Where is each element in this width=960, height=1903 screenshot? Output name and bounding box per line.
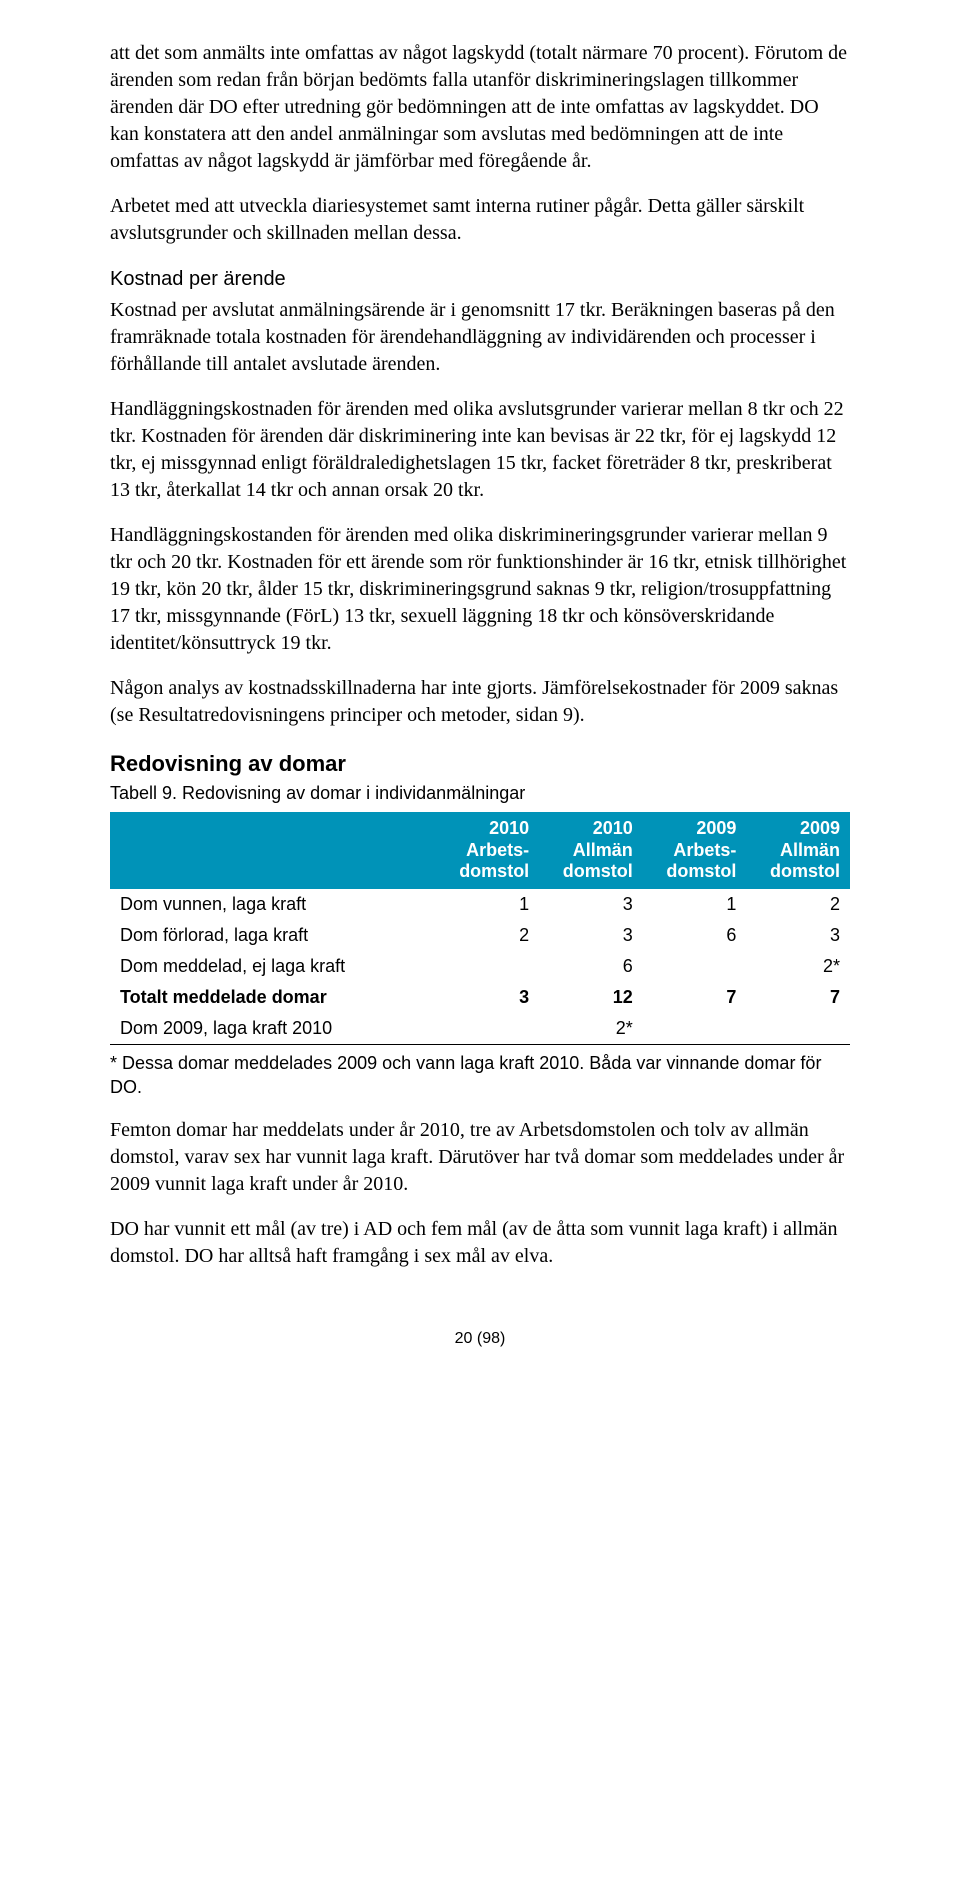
body-paragraph: Någon analys av kostnadsskillnaderna har…	[110, 675, 850, 729]
table-header-cell: 2010Allmändomstol	[539, 812, 643, 889]
table-cell: 7	[746, 982, 850, 1013]
table-cell: Dom meddelad, ej laga kraft	[110, 951, 436, 982]
body-paragraph: Arbetet med att utveckla diariesystemet …	[110, 193, 850, 247]
table-cell: Dom vunnen, laga kraft	[110, 889, 436, 920]
table-header: 2010Arbets-domstol 2010Allmändomstol 200…	[110, 812, 850, 889]
table-cell	[436, 1013, 540, 1045]
table-footnote: * Dessa domar meddelades 2009 och vann l…	[110, 1051, 850, 1100]
document-page: att det som anmälts inte omfattas av någ…	[0, 0, 960, 1408]
table-header-cell: 2009Arbets-domstol	[643, 812, 747, 889]
table-row: Dom meddelad, ej laga kraft 6 2*	[110, 951, 850, 982]
body-paragraph: Handläggningskostnaden för ärenden med o…	[110, 396, 850, 504]
table-header-cell: 2009Allmändomstol	[746, 812, 850, 889]
table-cell: 12	[539, 982, 643, 1013]
table-cell	[643, 1013, 747, 1045]
body-paragraph: att det som anmälts inte omfattas av någ…	[110, 40, 850, 175]
body-paragraph: DO har vunnit ett mål (av tre) i AD och …	[110, 1216, 850, 1270]
table-cell: 6	[643, 920, 747, 951]
table-header-cell	[110, 812, 436, 889]
table-header-cell: 2010Arbets-domstol	[436, 812, 540, 889]
table-cell: Dom förlorad, laga kraft	[110, 920, 436, 951]
table-cell	[643, 951, 747, 982]
table-caption: Tabell 9. Redovisning av domar i individ…	[110, 783, 850, 804]
table-cell: 3	[539, 889, 643, 920]
section-heading-redovisning: Redovisning av domar	[110, 751, 850, 777]
table-cell: 7	[643, 982, 747, 1013]
page-number: 20 (98)	[110, 1330, 850, 1348]
table-cell: 2	[436, 920, 540, 951]
subheading-kostnad: Kostnad per ärende	[110, 265, 850, 293]
table-cell: 3	[436, 982, 540, 1013]
table-cell: 2*	[539, 1013, 643, 1045]
table-cell: 2	[746, 889, 850, 920]
table-cell: 1	[436, 889, 540, 920]
table-cell: 2*	[746, 951, 850, 982]
table-cell: 1	[643, 889, 747, 920]
table-body: Dom vunnen, laga kraft 1 3 1 2 Dom förlo…	[110, 889, 850, 1045]
table-cell: 3	[539, 920, 643, 951]
table-row: Dom vunnen, laga kraft 1 3 1 2	[110, 889, 850, 920]
table-cell: Totalt meddelade domar	[110, 982, 436, 1013]
table-cell: 6	[539, 951, 643, 982]
table-row: Dom 2009, laga kraft 2010 2*	[110, 1013, 850, 1045]
table-row: Dom förlorad, laga kraft 2 3 6 3	[110, 920, 850, 951]
table-cell	[746, 1013, 850, 1045]
body-paragraph: Femton domar har meddelats under år 2010…	[110, 1117, 850, 1198]
table-row-total: Totalt meddelade domar 3 12 7 7	[110, 982, 850, 1013]
table-cell	[436, 951, 540, 982]
table-cell: Dom 2009, laga kraft 2010	[110, 1013, 436, 1045]
body-paragraph: Handläggningskostanden för ärenden med o…	[110, 522, 850, 657]
domar-table: 2010Arbets-domstol 2010Allmändomstol 200…	[110, 812, 850, 1045]
table-cell: 3	[746, 920, 850, 951]
body-paragraph: Kostnad per avslutat anmälningsärende är…	[110, 297, 850, 378]
